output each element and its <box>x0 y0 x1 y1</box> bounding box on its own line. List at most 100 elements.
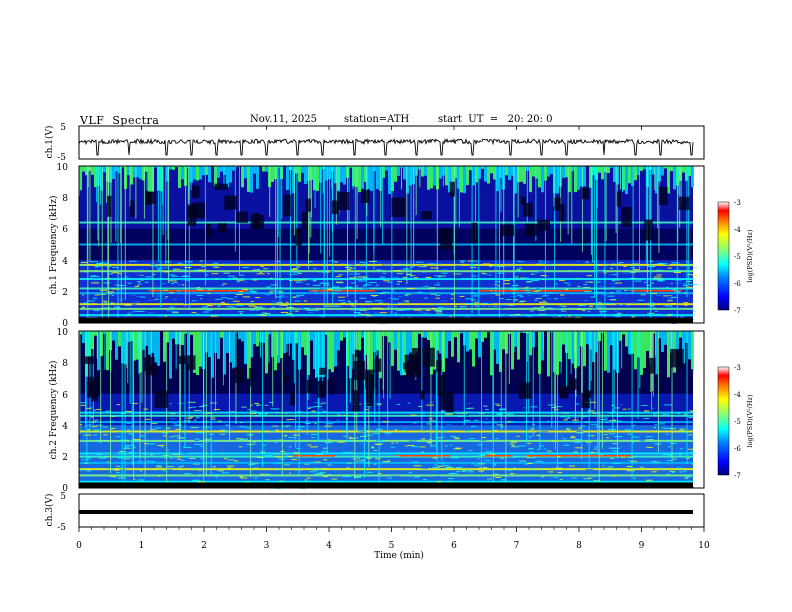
spec-speckle <box>144 443 149 445</box>
spec-fringe <box>292 166 295 194</box>
spec-sferic <box>594 331 596 410</box>
spec-speckle <box>669 278 674 280</box>
spec-sferic <box>190 166 192 190</box>
spec-speckle <box>227 298 233 300</box>
spec-speckle <box>453 278 461 280</box>
spec-speckle <box>381 264 388 266</box>
spec-speckle <box>290 268 299 270</box>
spec-fringe <box>403 331 406 376</box>
spec-speckle <box>220 429 226 431</box>
ch2-spectrogram-marks <box>79 331 697 489</box>
spec-speckle <box>183 303 190 305</box>
spec-fringe <box>205 166 208 175</box>
spec-speckle <box>677 291 681 293</box>
spec-sferic <box>645 166 647 264</box>
spec-speckle <box>359 261 366 263</box>
spec-speckle <box>87 428 90 430</box>
spec-speckle <box>498 409 507 411</box>
spec-fringe <box>484 166 487 182</box>
spec-speckle <box>590 423 598 425</box>
spec-fringe <box>415 331 418 353</box>
spec-speckle <box>107 303 113 305</box>
spec-speckle <box>195 417 200 419</box>
spec-speckle <box>297 266 301 268</box>
spec-fringe <box>685 331 688 343</box>
spec-speckle <box>674 435 683 437</box>
spec-speckle <box>178 471 183 473</box>
spec-speckle <box>125 444 133 446</box>
spec-dark <box>233 367 244 384</box>
spec-speckle <box>183 473 192 475</box>
spec-speckle <box>251 463 259 465</box>
spec-fringe <box>103 166 106 173</box>
spec-speckle <box>93 409 97 411</box>
spec-speckle <box>509 473 515 475</box>
spec-speckle <box>150 454 153 456</box>
spec-dark <box>554 197 561 211</box>
spec-speckle <box>313 279 317 281</box>
spec-speckle <box>253 477 258 479</box>
spec-speckle <box>127 314 132 316</box>
spec-speckle <box>274 412 280 414</box>
spec-speckle <box>169 292 174 294</box>
spec-fringe <box>286 331 289 344</box>
spec-sferic <box>383 331 385 399</box>
spec-sferic <box>86 331 88 464</box>
spec-speckle <box>391 306 397 308</box>
spec-speckle <box>311 437 316 439</box>
spec-speckle <box>205 441 214 443</box>
spec-fringe <box>664 331 667 345</box>
spec-fringe <box>130 331 133 342</box>
spec-speckle <box>655 269 663 271</box>
spec-speckle <box>608 429 616 431</box>
spec-fringe <box>622 331 625 335</box>
spec-speckle <box>368 415 376 417</box>
spec-speckle <box>601 459 610 461</box>
spec-speckle <box>296 294 305 296</box>
spec-speckle <box>557 471 562 473</box>
spec-speckle <box>669 288 674 290</box>
spec-speckle <box>649 260 654 262</box>
spec-fringe <box>100 331 103 357</box>
spec-sferic <box>166 331 168 487</box>
spec-speckle <box>193 269 200 271</box>
spec-sferic <box>293 331 295 384</box>
spec-fringe <box>154 166 157 168</box>
spec-sferic <box>402 331 404 375</box>
spec-sferic <box>179 331 181 455</box>
spec-speckle <box>551 406 557 408</box>
spec-fringe <box>112 331 115 341</box>
spec-dark <box>217 223 227 232</box>
spec-speckle <box>510 446 519 448</box>
spec-dark <box>331 200 340 215</box>
spec-fringe <box>181 166 184 180</box>
spec-sferic <box>492 331 494 440</box>
spec-speckle <box>569 465 576 467</box>
spec-speckle <box>358 264 364 266</box>
spec-fringe <box>394 331 397 350</box>
spec-speckle <box>285 301 289 303</box>
spec-sferic <box>686 166 688 298</box>
spec-speckle <box>430 293 437 295</box>
spec-speckle <box>667 298 673 300</box>
spec-speckle <box>484 448 490 450</box>
spec-speckle <box>654 461 660 463</box>
spec-speckle <box>349 302 358 304</box>
spec-sferic <box>655 331 657 356</box>
spec-fringe <box>511 166 514 176</box>
spec-speckle <box>654 314 662 316</box>
spec-sferic <box>605 166 607 242</box>
spec-speckle <box>679 448 684 450</box>
spec-speckle <box>251 412 257 414</box>
spec-speckle <box>194 479 201 481</box>
spec-speckle <box>471 430 474 432</box>
spec-speckle <box>518 445 527 447</box>
spec-sferic <box>322 166 324 194</box>
spec-speckle <box>497 285 500 287</box>
spec-speckle <box>92 297 98 299</box>
spec-speckle <box>204 438 212 440</box>
spec-sferic <box>185 166 187 307</box>
spec-speckle <box>508 420 512 422</box>
spec-fringe <box>457 166 460 189</box>
time-tick-label-6: 6 <box>451 541 457 551</box>
